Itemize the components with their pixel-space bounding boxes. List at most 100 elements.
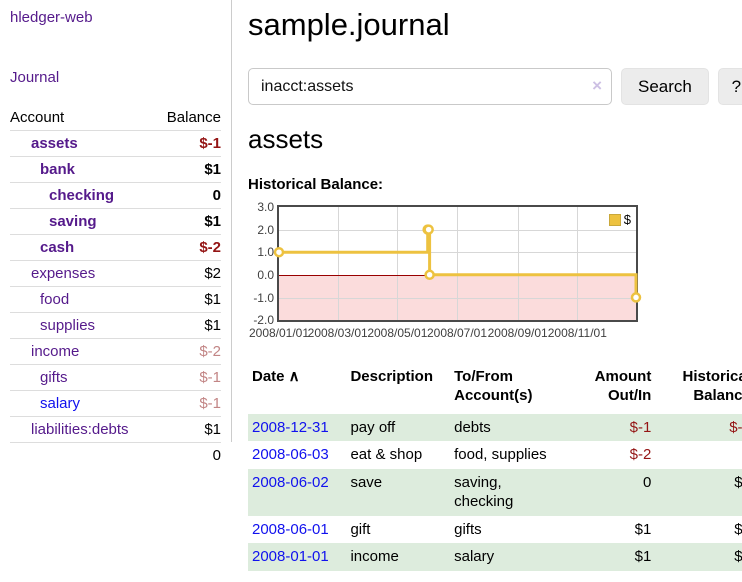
x-axis-tick-label: 2008/01/01 bbox=[248, 326, 310, 341]
y-axis-tick-label: 1.0 bbox=[257, 245, 274, 260]
transaction-date-link[interactable]: 2008-06-02 bbox=[252, 473, 329, 491]
main-content: sample.journal × Search ? assets Histori… bbox=[232, 0, 742, 571]
transaction-description: eat & shop bbox=[350, 446, 423, 464]
transaction-row: 2008-01-01 income salary $1 $1 bbox=[248, 543, 742, 571]
help-button[interactable]: ? bbox=[717, 68, 742, 106]
account-balance: $1 bbox=[154, 312, 221, 339]
transaction-balance: $2 bbox=[734, 520, 742, 538]
transaction-date-link[interactable]: 2008-06-01 bbox=[252, 520, 329, 538]
account-balance: $1 bbox=[154, 156, 221, 183]
accounts-col-balance: Balance bbox=[166, 109, 221, 126]
account-link-assets[interactable]: assets bbox=[31, 135, 78, 152]
chart-heading: Historical Balance: bbox=[248, 176, 384, 194]
data-point bbox=[630, 292, 642, 303]
account-title: assets bbox=[248, 124, 324, 155]
transaction-row: 2008-06-02 save saving, checking 0 $2 bbox=[248, 468, 742, 516]
sidebar: hledger-web Journal Account Balance asse… bbox=[0, 0, 232, 468]
account-link-checking[interactable]: checking bbox=[49, 187, 115, 204]
transaction-description: gift bbox=[350, 520, 371, 538]
accounts-table: Account Balance assets $-1 bank $1 checking 0… bbox=[10, 105, 221, 468]
transaction-accounts: salary bbox=[454, 548, 495, 566]
data-point bbox=[424, 269, 435, 281]
account-balance: $1 bbox=[154, 286, 221, 313]
account-link-supplies[interactable]: supplies bbox=[40, 317, 96, 334]
transaction-row: 2008-06-03 eat & shop food, supplies $-20 bbox=[248, 441, 742, 469]
x-axis-tick-label: 2008/07/01 bbox=[426, 326, 488, 341]
account-balance: 0 bbox=[154, 182, 221, 209]
account-link-food[interactable]: food bbox=[40, 291, 70, 308]
data-point bbox=[423, 224, 434, 236]
account-link-saving[interactable]: saving bbox=[49, 213, 97, 230]
transaction-amount: $-2 bbox=[629, 446, 652, 464]
balance-series bbox=[273, 224, 642, 303]
gridline bbox=[457, 207, 458, 321]
transaction-date-link[interactable]: 2008-01-01 bbox=[252, 548, 329, 566]
account-balance: $2 bbox=[154, 260, 221, 287]
account-balance: $-1 bbox=[154, 390, 221, 417]
gridline bbox=[279, 252, 636, 254]
accounts-rows: assets $-1 bank $1 checking 0 saving $1 cash $-2 e… bbox=[10, 130, 221, 443]
data-point bbox=[273, 247, 285, 258]
gridline bbox=[517, 207, 519, 321]
account-balance: $-2 bbox=[154, 234, 221, 261]
transaction-row: 2008-06-01 gift gifts $1 $2 bbox=[248, 516, 742, 544]
accounts-col-account: Account bbox=[10, 109, 65, 126]
transaction-balance: 0 bbox=[655, 441, 742, 469]
account-link-liabilities-debts[interactable]: liabilities:debts bbox=[31, 421, 129, 438]
transactions-table: Date ∧ Description To/From Account(s) Amoun… bbox=[248, 364, 742, 571]
account-link-salary[interactable]: salary bbox=[40, 395, 81, 412]
y-axis-tick-label: -2.0 bbox=[253, 313, 274, 328]
search-form: × Search ? bbox=[248, 68, 742, 106]
transaction-balance: $1 bbox=[734, 548, 742, 566]
page-title: sample.journal bbox=[248, 7, 450, 42]
transaction-row: 2008-12-31 pay off debts $-1 $-1 bbox=[248, 413, 742, 442]
transaction-balance: $2 bbox=[734, 473, 742, 491]
account-link-gifts[interactable]: gifts bbox=[40, 369, 68, 386]
y-axis-tick-label: 3.0 bbox=[257, 200, 274, 215]
account-row: saving $1 bbox=[10, 208, 221, 235]
account-row: income $-2 bbox=[10, 338, 221, 365]
transaction-date-link[interactable]: 2008-06-03 bbox=[252, 446, 329, 464]
gridline bbox=[279, 297, 636, 299]
chart-legend: $ bbox=[606, 211, 633, 229]
search-button[interactable]: Search bbox=[621, 68, 709, 106]
column-header-balance: Historical Balance bbox=[682, 368, 742, 405]
account-balance: $1 bbox=[154, 416, 221, 443]
transaction-description: pay off bbox=[350, 418, 396, 436]
sidebar-item-journal[interactable]: Journal bbox=[10, 69, 60, 86]
y-axis-tick-label: 2.0 bbox=[257, 222, 274, 237]
transaction-date-link[interactable]: 2008-12-31 bbox=[252, 418, 329, 436]
column-header-accts: To/From Account(s) bbox=[454, 368, 533, 405]
search-box: × bbox=[248, 68, 612, 106]
account-row: expenses $2 bbox=[10, 260, 221, 287]
account-link-cash[interactable]: cash bbox=[40, 239, 75, 256]
x-axis-tick-label: 2008/11/01 bbox=[547, 326, 607, 341]
account-row: salary $-1 bbox=[10, 390, 221, 417]
y-axis-tick-label: 0.0 bbox=[257, 267, 274, 282]
account-balance: $-2 bbox=[154, 338, 221, 365]
account-link-bank[interactable]: bank bbox=[40, 161, 76, 178]
account-link-income[interactable]: income bbox=[31, 343, 80, 360]
column-header-amount: Amount Out/In bbox=[594, 368, 652, 405]
brand-link[interactable]: hledger-web bbox=[10, 9, 93, 26]
sort-asc-icon[interactable]: ∧ bbox=[284, 368, 300, 386]
transaction-amount: $-1 bbox=[629, 418, 652, 436]
transaction-description: save bbox=[350, 473, 383, 491]
transaction-accounts: food, supplies bbox=[454, 446, 547, 464]
account-row: food $1 bbox=[10, 286, 221, 313]
x-axis-tick-label: 2008/03/01 bbox=[307, 326, 368, 341]
legend-label: $ bbox=[623, 212, 631, 228]
account-row: liabilities:debts $1 bbox=[10, 416, 221, 443]
account-row: assets $-1 bbox=[10, 130, 221, 157]
accounts-total-row: 0 bbox=[10, 442, 221, 468]
accounts-total-value: 0 bbox=[154, 442, 221, 468]
column-header-desc: Description bbox=[350, 368, 433, 386]
column-header-date[interactable]: Date ∧ bbox=[252, 368, 300, 386]
transaction-amount: $1 bbox=[634, 520, 652, 538]
chart-plot[interactable]: $ bbox=[273, 205, 642, 323]
clear-icon[interactable]: × bbox=[592, 76, 602, 96]
account-link-expenses[interactable]: expenses bbox=[31, 265, 96, 282]
transaction-amount: $1 bbox=[634, 548, 652, 566]
search-input[interactable] bbox=[248, 68, 612, 106]
